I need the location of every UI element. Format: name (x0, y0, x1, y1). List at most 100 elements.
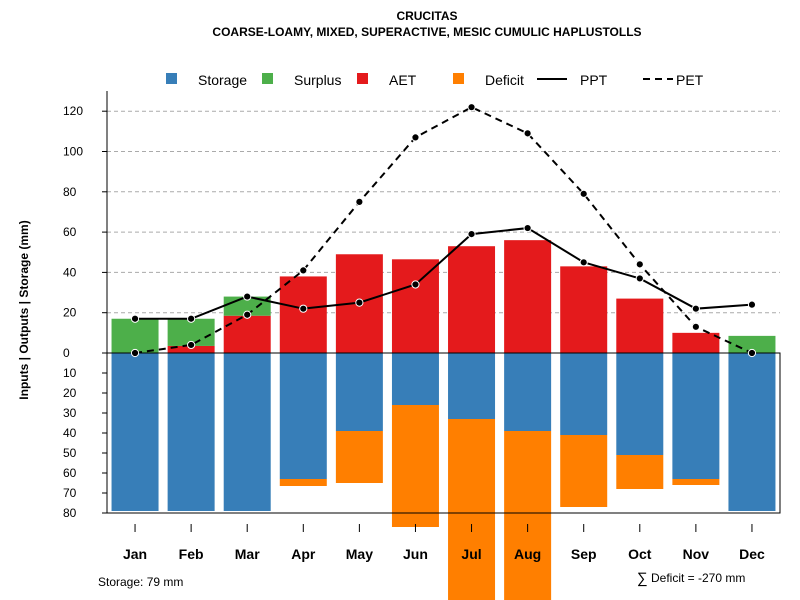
legend-swatch-storage (166, 73, 177, 84)
point-ppt-may (355, 298, 364, 307)
bar-deficit-sep (560, 435, 608, 507)
bar-storage-jul (448, 353, 496, 419)
bar-storage-sep (560, 353, 608, 435)
bar-storage-jan (111, 353, 159, 511)
y-tick-label: 40 (63, 426, 77, 440)
axes: 0 20 40 60 80 100 120 10 20 30 40 50 60 70 80 Jan Feb Mar… (63, 91, 765, 562)
point-ppt-dec (747, 300, 757, 309)
point-pet-nov (691, 322, 700, 331)
bar-deficit-jul (448, 419, 496, 600)
x-tick-label-aug: Aug (514, 546, 541, 562)
bar-storage-oct (616, 353, 664, 455)
bar-storage-aug (504, 353, 552, 431)
bar-aet-aug (504, 240, 552, 353)
legend-label-pet: PET (676, 72, 704, 88)
gridlines (107, 110, 780, 314)
point-pet-jul (467, 103, 476, 112)
bar-deficit-may (335, 431, 383, 483)
storage-summary: Storage: 79 mm (98, 575, 183, 589)
bar-deficit-oct (616, 455, 664, 489)
bar-storage-apr (279, 353, 327, 479)
bar-aet-jun (391, 259, 439, 353)
chart-title: CRUCITAS (396, 9, 457, 23)
point-pet-mar (243, 310, 252, 319)
y-tick-label: 70 (63, 486, 77, 500)
x-tick-label-feb: Feb (179, 546, 204, 562)
point-pet-jan (130, 348, 140, 358)
bar-deficit-nov (672, 479, 720, 485)
point-ppt-mar (243, 292, 252, 301)
x-tick-label-jun: Jun (403, 546, 428, 562)
y-tick-label: 0 (63, 346, 70, 360)
bar-aet-oct (616, 298, 664, 353)
x-tick-label-nov: Nov (683, 546, 710, 562)
bar-storage-feb (167, 353, 215, 511)
x-tick-label-jan: Jan (123, 546, 147, 562)
bar-deficit-aug (504, 431, 552, 600)
y-tick-label: 120 (63, 104, 83, 118)
point-pet-jun (411, 133, 420, 142)
legend-label-surplus: Surplus (294, 72, 341, 88)
bar-aet-jul (448, 246, 496, 353)
point-pet-oct (635, 260, 644, 269)
series-line-pet (134, 106, 753, 354)
bar-aet-mar (223, 315, 271, 353)
point-pet-may (355, 197, 364, 206)
series-line-ppt (135, 227, 753, 320)
y-tick-label: 50 (63, 446, 77, 460)
point-ppt-nov (691, 304, 700, 313)
y-tick-label: 40 (63, 265, 77, 279)
legend-swatch-deficit (453, 73, 464, 84)
point-ppt-oct (635, 274, 644, 283)
bar-aet-sep (560, 266, 608, 353)
legend-label-deficit: Deficit (485, 72, 524, 88)
bars (106, 240, 781, 600)
point-ppt-jan (130, 314, 140, 323)
point-pet-dec (747, 348, 757, 358)
legend-swatch-aet (357, 73, 368, 84)
legend: Storage Surplus AET Deficit PPT PET (166, 72, 704, 88)
point-pet-feb (187, 340, 196, 350)
y-tick-label: 80 (63, 506, 77, 520)
chart-subtitle: COARSE-LOAMY, MIXED, SUPERACTIVE, MESIC … (212, 25, 641, 39)
x-tick-label-dec: Dec (739, 546, 765, 562)
legend-swatch-surplus (262, 73, 273, 84)
bar-storage-dec (728, 353, 776, 511)
y-tick-label: 60 (63, 466, 77, 480)
legend-label-aet: AET (389, 72, 417, 88)
bar-storage-mar (223, 353, 271, 511)
x-tick-label-may: May (346, 546, 373, 562)
y-tick-label: 100 (63, 145, 83, 159)
point-ppt-jul (467, 230, 476, 239)
x-tick-label-oct: Oct (628, 546, 652, 562)
y-axis-label: Inputs | Outputs | Storage (mm) (17, 220, 31, 399)
x-tick-label-mar: Mar (235, 546, 260, 562)
x-tick-label-apr: Apr (291, 546, 316, 562)
bar-surplus-dec (728, 335, 776, 353)
point-pet-sep (579, 189, 588, 198)
legend-label-storage: Storage (198, 72, 247, 88)
bar-storage-may (335, 353, 383, 431)
y-tick-label: 10 (63, 366, 77, 380)
y-tick-label: 80 (63, 185, 77, 199)
bar-surplus-jan (111, 318, 159, 353)
point-ppt-jun (411, 280, 420, 289)
bar-storage-nov (672, 353, 720, 479)
bar-deficit-jun (391, 405, 439, 527)
y-tick-label: 60 (63, 225, 77, 239)
x-tick-label-sep: Sep (571, 546, 597, 562)
y-tick-label: 20 (63, 386, 77, 400)
series-lines (130, 103, 757, 358)
point-ppt-sep (579, 258, 588, 267)
point-ppt-apr (299, 304, 308, 313)
sum-icon: ∑ (637, 570, 648, 587)
y-tick-label: 30 (63, 406, 77, 420)
bar-storage-jun (391, 353, 439, 405)
point-ppt-feb (187, 314, 196, 323)
bar-aet-nov (672, 332, 720, 353)
bar-deficit-apr (279, 479, 327, 486)
point-ppt-aug (523, 223, 532, 233)
bar-aet-feb (167, 345, 215, 353)
x-tick-label-jul: Jul (461, 546, 481, 562)
